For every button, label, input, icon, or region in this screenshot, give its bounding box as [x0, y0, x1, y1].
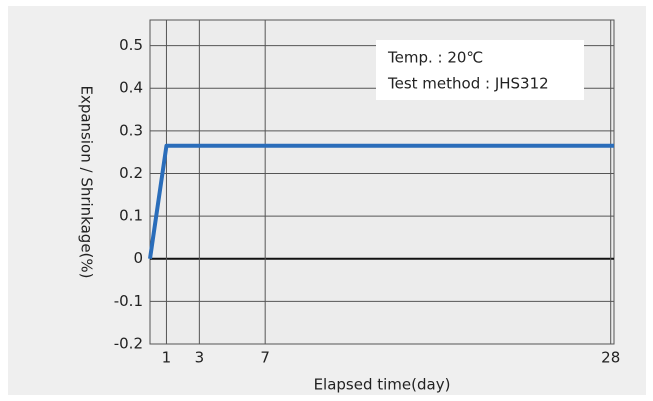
y-tick-label: 0	[133, 249, 143, 267]
x-tick-label: 28	[601, 349, 620, 367]
annotation-box	[376, 40, 584, 100]
x-tick-label: 3	[195, 349, 205, 367]
y-tick-label: -0.2	[114, 335, 143, 353]
y-tick-label: 0.1	[119, 207, 143, 225]
y-tick-label: 0.4	[119, 79, 143, 97]
x-axis-label: Elapsed time(day)	[314, 376, 451, 394]
annotation: Test method : JHS312	[387, 75, 549, 93]
y-tick-label: 0.2	[119, 164, 143, 182]
y-tick-label: 0.5	[119, 36, 143, 54]
y-tick-label: 0.3	[119, 121, 143, 139]
y-tick-label: -0.1	[114, 292, 143, 310]
x-tick-label: 1	[162, 349, 172, 367]
annotation: Temp. : 20℃	[387, 49, 483, 67]
y-axis-label: Expansion / Shrinkage(%)	[78, 85, 96, 278]
x-tick-label: 7	[260, 349, 270, 367]
data-line	[148, 143, 614, 260]
